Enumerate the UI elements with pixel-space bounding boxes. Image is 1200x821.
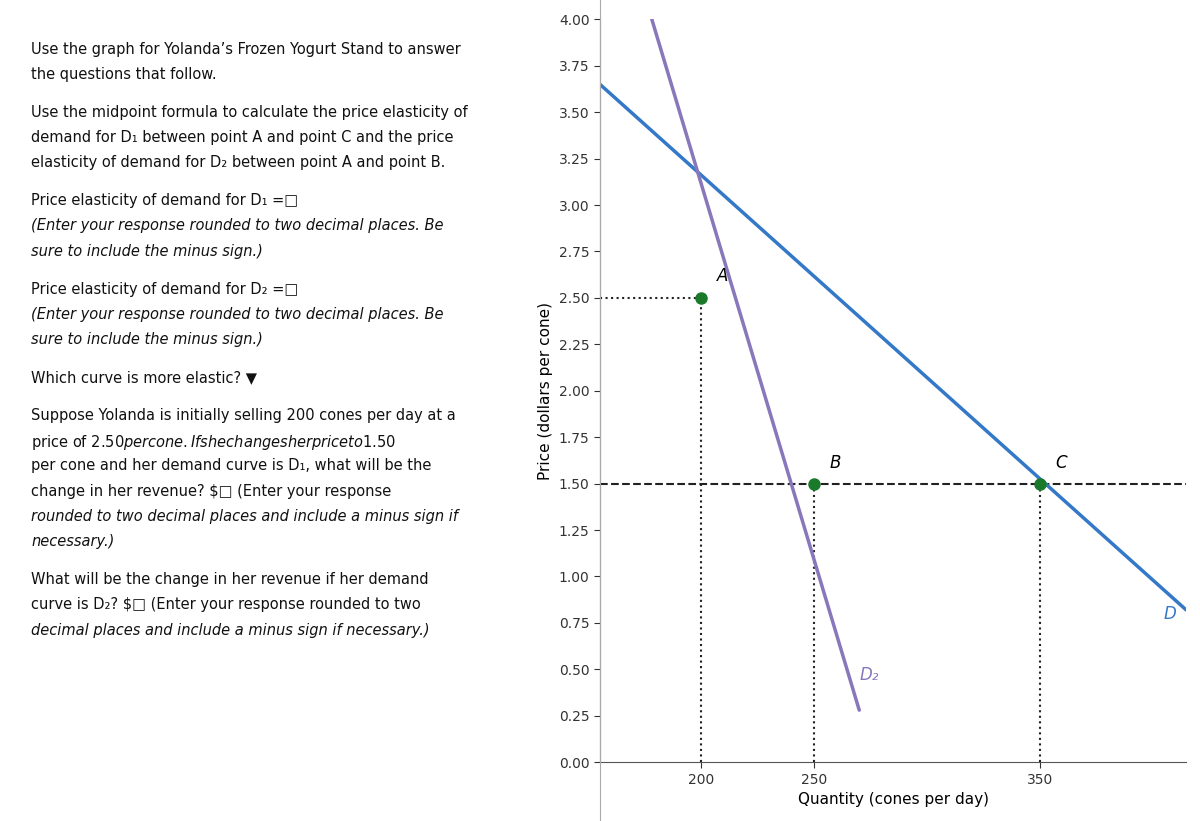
Text: price of $2.50 per cone. If she changes her price to $1.50: price of $2.50 per cone. If she changes … bbox=[31, 433, 397, 452]
Text: sure to include the minus sign.): sure to include the minus sign.) bbox=[31, 332, 263, 347]
Text: C: C bbox=[1055, 455, 1067, 472]
Text: decimal places and include a minus sign if necessary.): decimal places and include a minus sign … bbox=[31, 622, 430, 637]
Y-axis label: Price (dollars per cone): Price (dollars per cone) bbox=[539, 302, 553, 479]
Text: elasticity of demand for D₂ between point A and point B.: elasticity of demand for D₂ between poin… bbox=[31, 155, 446, 170]
Text: Suppose Yolanda is initially selling 200 cones per day at a: Suppose Yolanda is initially selling 200… bbox=[31, 408, 456, 423]
Text: rounded to two decimal places and include a minus sign if: rounded to two decimal places and includ… bbox=[31, 509, 458, 524]
Text: Use the midpoint formula to calculate the price elasticity of: Use the midpoint formula to calculate th… bbox=[31, 105, 468, 120]
Text: A: A bbox=[718, 267, 728, 285]
Text: per cone and her demand curve is D₁, what will be the: per cone and her demand curve is D₁, wha… bbox=[31, 458, 432, 474]
Text: What will be the change in her revenue if her demand: What will be the change in her revenue i… bbox=[31, 572, 430, 587]
Text: sure to include the minus sign.): sure to include the minus sign.) bbox=[31, 244, 263, 259]
Text: Which curve is more elastic? ▼: Which curve is more elastic? ▼ bbox=[31, 370, 258, 385]
Text: necessary.): necessary.) bbox=[31, 534, 115, 549]
Text: (Enter your response rounded to two decimal places. Be: (Enter your response rounded to two deci… bbox=[31, 218, 444, 233]
Text: D: D bbox=[1164, 604, 1176, 622]
Text: the questions that follow.: the questions that follow. bbox=[31, 67, 217, 82]
Text: demand for D₁ between point A and point C and the price: demand for D₁ between point A and point … bbox=[31, 130, 454, 145]
Text: Use the graph for Yolanda’s Frozen Yogurt Stand to answer: Use the graph for Yolanda’s Frozen Yogur… bbox=[31, 42, 461, 57]
Text: change in her revenue? $□ (Enter your response: change in her revenue? $□ (Enter your re… bbox=[31, 484, 391, 498]
Text: curve is D₂? $□ (Enter your response rounded to two: curve is D₂? $□ (Enter your response rou… bbox=[31, 597, 421, 612]
Text: Price elasticity of demand for D₂ =□: Price elasticity of demand for D₂ =□ bbox=[31, 282, 299, 296]
Text: (Enter your response rounded to two decimal places. Be: (Enter your response rounded to two deci… bbox=[31, 307, 444, 322]
Text: B: B bbox=[830, 455, 841, 472]
X-axis label: Quantity (cones per day): Quantity (cones per day) bbox=[798, 792, 989, 807]
Text: D₂: D₂ bbox=[859, 666, 878, 684]
Text: Price elasticity of demand for D₁ =□: Price elasticity of demand for D₁ =□ bbox=[31, 193, 299, 209]
